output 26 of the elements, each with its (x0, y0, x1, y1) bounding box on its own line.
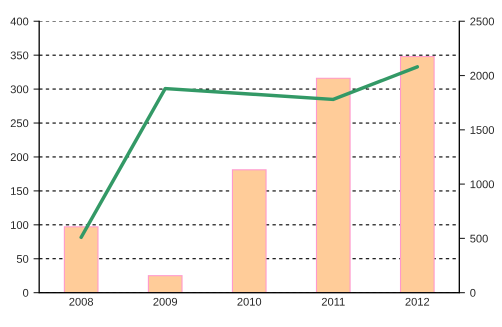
x-tick-label: 2010 (237, 298, 262, 306)
x-tick-label: 2012 (406, 298, 430, 306)
y-tick-label: 250 (10, 119, 28, 128)
y-tick-label: 300 (10, 85, 28, 94)
y-tick-label: 0 (22, 288, 28, 297)
y-tick-label: 150 (11, 187, 28, 196)
y2-tick-label: 1500 (470, 126, 494, 134)
y-tick-label: 200 (10, 153, 28, 162)
y2-tick-label: 1000 (470, 180, 494, 188)
x-tick-label: 2008 (69, 298, 94, 306)
y-tick-label: 400 (10, 18, 28, 26)
y-tick-label: 100 (11, 221, 28, 229)
x-tick-label: 2009 (153, 298, 178, 306)
y2-tick-label: 2000 (470, 72, 494, 80)
y2-tick-label: 500 (470, 234, 488, 243)
x-tick-label: 2011 (322, 298, 345, 306)
bar (232, 169, 267, 293)
y-tick-label: 350 (10, 51, 28, 60)
bar (148, 275, 183, 293)
line-series (79, 65, 420, 240)
bar (400, 56, 435, 293)
y-tick-label: 50 (16, 255, 28, 263)
y2-tick-label: 2500 (470, 18, 494, 26)
bar (64, 226, 99, 293)
y2-tick-label: 0 (470, 288, 476, 297)
bar (316, 78, 351, 293)
